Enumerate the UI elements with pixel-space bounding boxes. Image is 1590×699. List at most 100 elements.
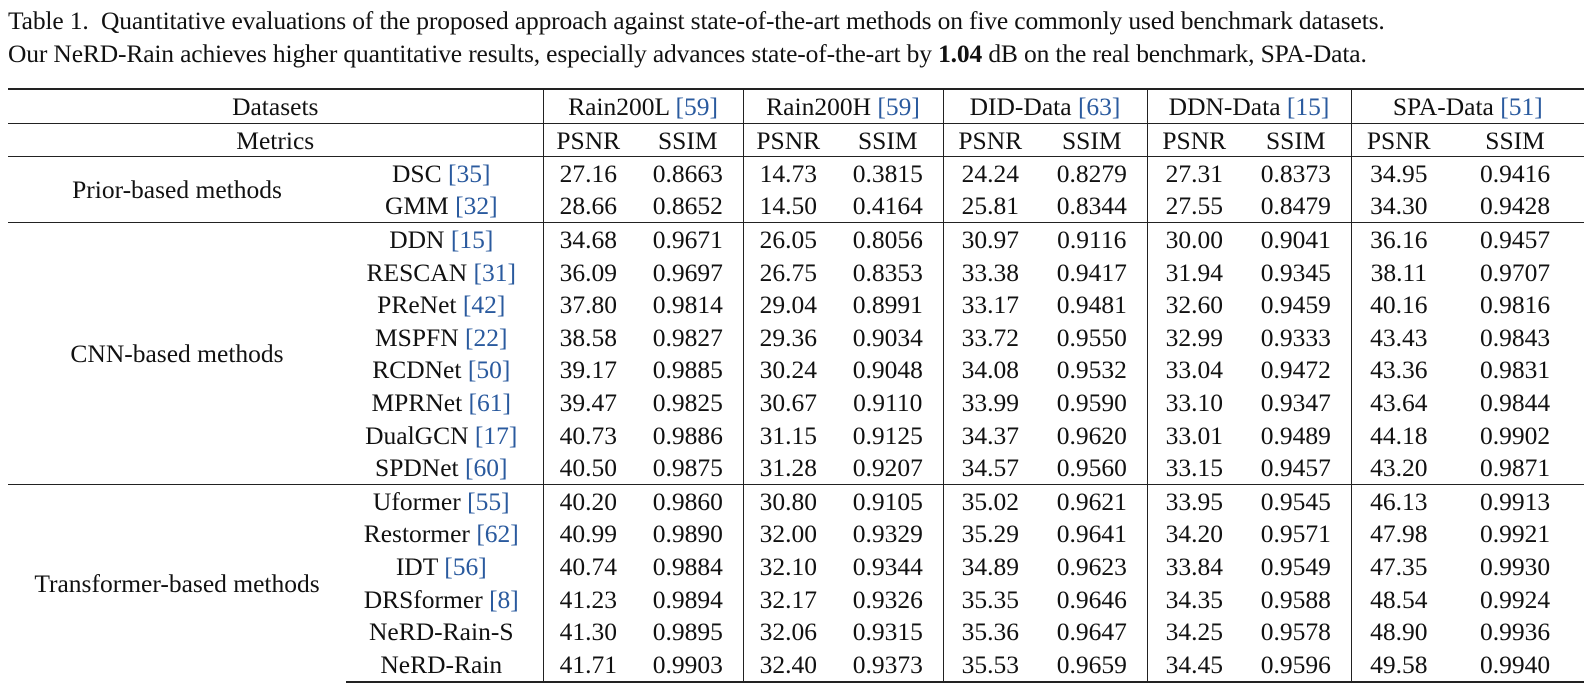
value-cell: 34.37	[961, 420, 1019, 450]
value-cell: 31.15	[759, 420, 817, 450]
metric-header: PSNR	[1147, 123, 1242, 157]
method-name: PReNet	[377, 290, 463, 320]
value-cell: 0.9886	[633, 418, 744, 452]
caption-line-2: Our NeRD-Rain achieves higher quantitati…	[8, 37, 1584, 70]
value-cell: 0.9550	[1037, 320, 1148, 354]
value-cell: 35.53	[943, 647, 1038, 683]
value-cell: 26.75	[759, 257, 817, 287]
value-cell: 0.9641	[1037, 517, 1148, 551]
method-name-cell: DDN [15]	[346, 222, 544, 256]
value-cell: 0.9623	[1037, 550, 1148, 583]
value-cell: 0.8991	[833, 288, 944, 321]
value-cell: 0.9048	[833, 353, 944, 387]
value-cell: 0.9344	[833, 550, 944, 583]
value-cell: 33.17	[961, 290, 1019, 320]
table-row: DRSformer [8] 41.23 0.9894 32.17 0.9326 35.35…	[8, 582, 1584, 616]
value-cell: 34.25	[1165, 617, 1223, 647]
value-cell: 40.20	[543, 483, 634, 518]
value-cell: 34.95	[1351, 155, 1447, 190]
group-label: Prior-based methods	[8, 155, 346, 223]
value-cell: 0.9620	[1037, 418, 1148, 452]
value-cell: 0.9125	[833, 418, 944, 452]
value-cell: 0.9110	[833, 386, 944, 419]
metric-header: SSIM	[1446, 123, 1585, 157]
value-cell: 0.9116	[1037, 222, 1148, 256]
value-cell: 46.13	[1351, 483, 1447, 518]
value-cell: 0.9041	[1241, 222, 1352, 256]
value-cell: 0.9457	[1446, 222, 1585, 256]
value-cell: 31.94	[1165, 257, 1223, 287]
method-name-cell: RCDNet [50]	[346, 353, 544, 387]
method-name: MSPFN	[375, 322, 466, 352]
value-cell: 27.16	[543, 155, 634, 190]
value-cell: 33.04	[1165, 355, 1223, 385]
metric-header: SSIM	[833, 123, 944, 157]
dataset-name: SPA-Data	[1392, 92, 1501, 121]
caption-text-2a: Our NeRD-Rain achieves higher quantitati…	[8, 39, 939, 68]
value-cell: 32.10	[759, 551, 817, 581]
method-name-cell: NeRD-Rain-S	[346, 615, 544, 648]
value-cell: 0.8344	[1037, 189, 1148, 223]
table-row: Transformer-based methods Uformer [55] 40.…	[8, 483, 1585, 682]
value-cell: 41.30	[559, 617, 617, 647]
value-cell: 34.20	[1165, 519, 1223, 549]
value-cell: 0.8056	[833, 222, 944, 256]
method-name: NeRD-Rain	[380, 649, 503, 679]
value-cell: 30.97	[943, 222, 1038, 256]
method-name: DualGCN	[365, 420, 475, 450]
value-cell: 0.4164	[833, 189, 944, 223]
value-cell: 44.18	[1370, 420, 1428, 450]
results-table: Datasets Rain200L [59] Rain200H [59] DID-Da…	[8, 88, 1585, 683]
table-row: DualGCN [17] 40.73 0.9886 31.15 0.9125 34.37 0…	[8, 418, 1584, 452]
value-cell: 0.9105	[833, 483, 944, 518]
value-cell: 33.72	[961, 322, 1019, 352]
value-cell: 0.9844	[1479, 387, 1551, 417]
value-cell: 0.9646	[1037, 582, 1148, 616]
value-cell: 0.9894	[633, 582, 744, 616]
value-cell: 40.50	[559, 453, 617, 483]
value-cell: 33.95	[1147, 483, 1242, 518]
method-name-cell: DRSformer [8]	[346, 582, 544, 616]
value-cell: 0.9902	[1479, 420, 1551, 450]
value-cell: 39.17	[559, 355, 617, 385]
value-cell: 0.8652	[633, 189, 744, 223]
metric-header: SSIM	[1037, 123, 1148, 157]
dataset-name: Rain200H	[766, 92, 878, 121]
method-citation: [22]	[465, 322, 508, 352]
value-cell: 43.43	[1370, 322, 1428, 352]
method-name: NeRD-Rain-S	[369, 617, 514, 647]
value-cell: 32.40	[743, 647, 834, 683]
value-cell: 0.9885	[633, 353, 744, 387]
method-citation: [60]	[465, 453, 508, 483]
table-row: Prior-based methods DSC [35] 27.16 0.8663 14…	[8, 155, 1585, 223]
table-row: PReNet [42] 37.80 0.9814 29.04 0.8991 33.17 0.…	[8, 288, 1584, 321]
value-cell: 34.30	[1370, 191, 1428, 221]
value-cell: 41.71	[543, 647, 634, 683]
value-cell: 0.9890	[633, 517, 744, 551]
value-cell: 0.9333	[1241, 320, 1352, 354]
caption-text-2b: dB on the real benchmark, SPA-Data.	[982, 39, 1367, 68]
value-cell: 43.36	[1370, 355, 1428, 385]
header-row-metrics: Metrics PSNR SSIM PSNR SSIM PSNR SSIM PSNR SSIM P…	[8, 123, 1585, 157]
dataset-name: DDN-Data	[1168, 92, 1287, 121]
value-cell: 0.9345	[1241, 255, 1352, 289]
value-cell: 0.9936	[1479, 617, 1551, 647]
value-cell: 30.24	[759, 355, 817, 385]
value-cell: 38.11	[1370, 257, 1427, 287]
method-citation: [8]	[489, 584, 519, 614]
value-cell: 0.9860	[633, 483, 744, 518]
dataset-header: DID-Data [63]	[943, 88, 1148, 124]
value-cell: 49.58	[1351, 647, 1447, 683]
value-cell: 0.9697	[633, 255, 744, 289]
value-cell: 40.99	[559, 519, 617, 549]
value-cell: 47.98	[1370, 519, 1428, 549]
value-cell: 0.9825	[633, 386, 744, 419]
value-cell: 34.57	[961, 453, 1019, 483]
value-cell: 0.9428	[1479, 191, 1551, 221]
value-cell: 0.9930	[1479, 551, 1551, 581]
value-cell: 0.9921	[1479, 519, 1551, 549]
method-name: MPRNet	[371, 387, 469, 417]
value-cell: 32.17	[759, 584, 817, 614]
method-citation: [56]	[444, 551, 487, 581]
value-cell: 40.73	[559, 420, 617, 450]
